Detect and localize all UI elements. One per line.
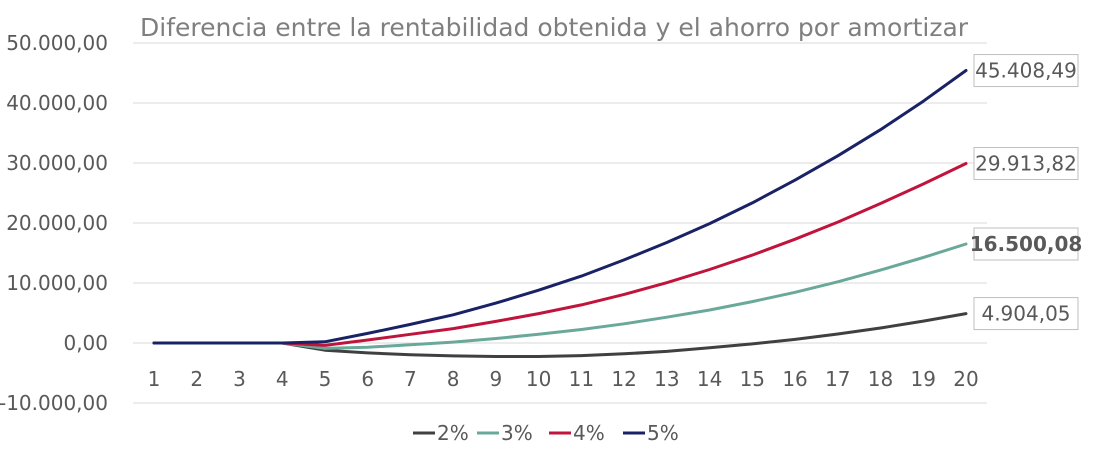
y-tick-label: 50.000,00	[6, 31, 108, 55]
x-tick-label: 6	[361, 367, 374, 391]
x-tick-label: 17	[825, 367, 850, 391]
data-label-box	[973, 54, 1079, 88]
series-line-5pct	[152, 69, 968, 345]
data-label-box	[973, 147, 1079, 181]
y-tick-label: 40.000,00	[6, 91, 108, 115]
legend: 2% 3% 4% 5%	[413, 421, 679, 445]
x-tick-label: 14	[697, 367, 722, 391]
legend-item-label: 4%	[573, 421, 605, 445]
x-tick-label: 8	[447, 367, 460, 391]
data-label-box	[973, 297, 1079, 331]
x-tick-label: 7	[404, 367, 417, 391]
x-tick-label: 9	[490, 367, 503, 391]
data-label: 16.500,08	[970, 232, 1083, 256]
x-axis-tick-labels: 1 2 3 4 5 6 7 8 9 10 11 12 13 14 15 16 17 18 19 20	[148, 367, 979, 391]
x-tick-label: 13	[654, 367, 679, 391]
x-tick-label: 16	[782, 367, 807, 391]
y-tick-label: -10.000,00	[0, 391, 108, 415]
gridlines	[133, 42, 987, 404]
x-tick-label: 11	[569, 367, 594, 391]
data-label-box	[973, 227, 1079, 261]
y-tick-label: 20.000,00	[6, 211, 108, 235]
x-tick-label: 20	[953, 367, 978, 391]
y-axis-tick-labels: -10.000,00 0,00 10.000,00 20.000,00 30.000,0…	[0, 31, 108, 415]
series-line-2pct	[152, 312, 968, 358]
x-tick-label: 5	[319, 367, 332, 391]
x-tick-label: 18	[868, 367, 893, 391]
x-tick-label: 2	[190, 367, 203, 391]
x-tick-label: 3	[233, 367, 246, 391]
y-tick-label: 30.000,00	[6, 151, 108, 175]
chart-title: Diferencia entre la rentabilidad obtenid…	[140, 13, 969, 42]
x-tick-label: 4	[276, 367, 289, 391]
legend-item-label: 3%	[501, 421, 533, 445]
data-label: 4.904,05	[981, 302, 1070, 326]
legend-item-label: 2%	[437, 421, 469, 445]
y-tick-label: 0,00	[63, 331, 108, 355]
x-tick-label: 1	[148, 367, 161, 391]
legend-item-label: 5%	[647, 421, 679, 445]
x-tick-label: 19	[911, 367, 936, 391]
y-tick-label: 10.000,00	[6, 271, 108, 295]
x-tick-label: 15	[740, 367, 765, 391]
series-lines	[152, 69, 968, 358]
x-tick-label: 12	[611, 367, 636, 391]
series-line-4pct	[152, 162, 968, 347]
data-label: 29.913,82	[975, 152, 1077, 176]
end-data-labels: 4.904,05 16.500,08 29.913,82 45.408,49	[970, 54, 1083, 331]
x-tick-label: 10	[526, 367, 551, 391]
data-label: 45.408,49	[975, 59, 1077, 83]
